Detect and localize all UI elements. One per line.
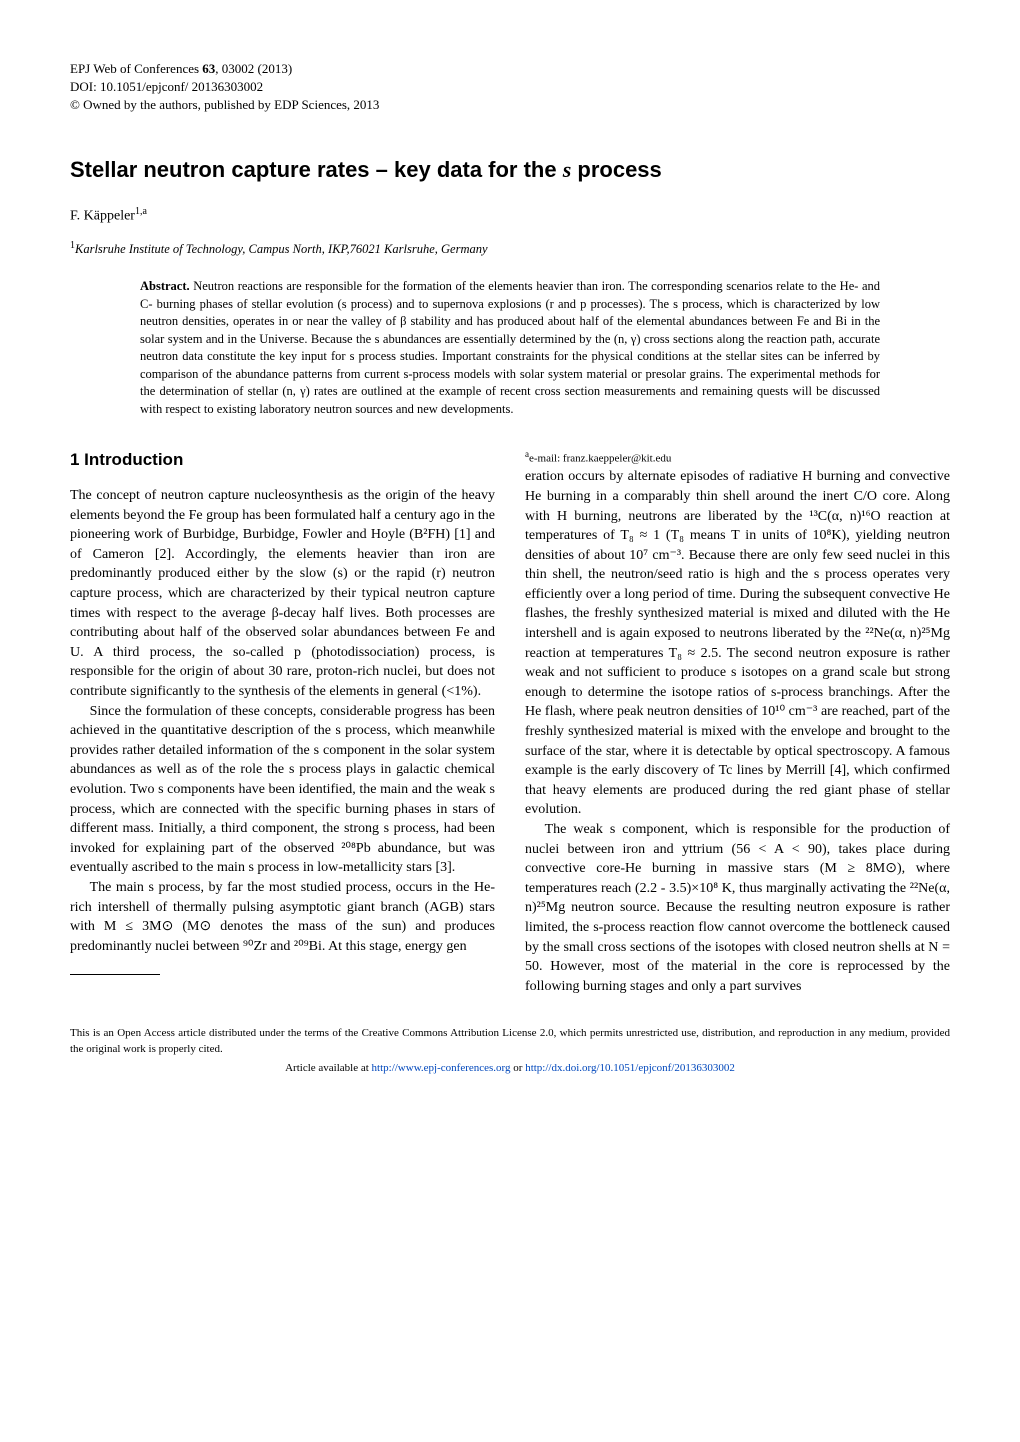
journal-line-1: EPJ Web of Conferences 63, 03002 (2013) (70, 60, 950, 78)
author-line: F. Käppeler1,a (70, 205, 950, 226)
author-marks: 1,a (135, 206, 147, 217)
article-availability: Article available at http://www.epj-conf… (70, 1061, 950, 1076)
journal-line-2: DOI: 10.1051/epjconf/ 20136303002 (70, 78, 950, 96)
section-1-heading: 1 Introduction (70, 448, 495, 472)
section-1-p2: Since the formulation of these concepts,… (70, 702, 495, 878)
body-columns: 1 Introduction The concept of neutron ca… (70, 448, 950, 996)
title-prefix: Stellar neutron capture rates – key data… (70, 157, 563, 182)
journal-header: EPJ Web of Conferences 63, 03002 (2013) … (70, 60, 950, 115)
affiliation-text: Karlsruhe Institute of Technology, Campu… (75, 242, 488, 256)
abstract-label: Abstract. (140, 279, 190, 293)
affiliation: 1Karlsruhe Institute of Technology, Camp… (70, 239, 950, 259)
title-suffix: process (571, 157, 662, 182)
author-name: F. Käppeler (70, 209, 135, 224)
footnote: ae-mail: franz.kaeppeler@kit.edu (525, 448, 950, 467)
section-1-p3: The main s process, by far the most stud… (70, 878, 495, 956)
footnote-text: e-mail: franz.kaeppeler@kit.edu (529, 453, 671, 465)
article-link-1[interactable]: http://www.epj-conferences.org (372, 1062, 511, 1074)
article-title: Stellar neutron capture rates – key data… (70, 155, 950, 186)
title-italic: s (563, 157, 572, 182)
license-text: This is an Open Access article distribut… (70, 1026, 950, 1057)
abstract-text: Neutron reactions are responsible for th… (140, 279, 880, 416)
article-link-prefix: Article available at (285, 1062, 371, 1074)
article-link-2[interactable]: http://dx.doi.org/10.1051/epjconf/201363… (525, 1062, 735, 1074)
footnote-rule (70, 974, 160, 975)
article-link-mid: or (511, 1062, 526, 1074)
section-1-p5: The weak s component, which is responsib… (525, 820, 950, 996)
section-1-p1: The concept of neutron capture nucleosyn… (70, 486, 495, 702)
abstract: Abstract. Neutron reactions are responsi… (140, 278, 880, 418)
journal-line-3: © Owned by the authors, published by EDP… (70, 96, 950, 114)
section-1-p4: eration occurs by alternate episodes of … (525, 467, 950, 820)
